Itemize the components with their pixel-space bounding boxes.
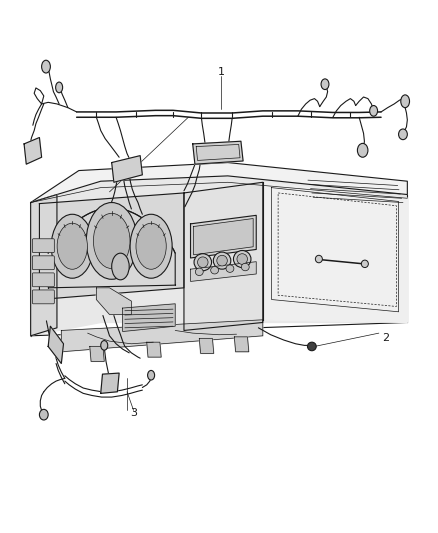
Ellipse shape bbox=[217, 255, 227, 266]
Ellipse shape bbox=[361, 260, 368, 268]
Ellipse shape bbox=[195, 268, 203, 276]
Polygon shape bbox=[31, 163, 407, 203]
Ellipse shape bbox=[357, 143, 368, 157]
Polygon shape bbox=[24, 138, 42, 164]
Polygon shape bbox=[234, 337, 249, 352]
Ellipse shape bbox=[51, 214, 93, 278]
Polygon shape bbox=[112, 156, 142, 182]
Ellipse shape bbox=[56, 82, 63, 93]
FancyBboxPatch shape bbox=[32, 239, 54, 253]
FancyBboxPatch shape bbox=[32, 256, 54, 270]
Ellipse shape bbox=[130, 214, 172, 278]
Polygon shape bbox=[191, 262, 256, 281]
Ellipse shape bbox=[93, 213, 130, 269]
Ellipse shape bbox=[213, 252, 231, 269]
FancyBboxPatch shape bbox=[32, 290, 54, 304]
Polygon shape bbox=[147, 342, 161, 357]
Ellipse shape bbox=[211, 266, 219, 274]
Ellipse shape bbox=[198, 257, 208, 268]
Text: 1: 1 bbox=[218, 67, 225, 77]
Polygon shape bbox=[61, 320, 263, 352]
Ellipse shape bbox=[321, 79, 329, 90]
Ellipse shape bbox=[315, 255, 322, 263]
Ellipse shape bbox=[370, 106, 378, 116]
Text: 3: 3 bbox=[130, 408, 137, 418]
Polygon shape bbox=[39, 193, 184, 300]
Polygon shape bbox=[272, 188, 399, 312]
Polygon shape bbox=[263, 182, 407, 322]
Ellipse shape bbox=[194, 254, 212, 271]
Ellipse shape bbox=[401, 95, 410, 108]
Ellipse shape bbox=[86, 203, 137, 279]
Polygon shape bbox=[199, 338, 214, 353]
Polygon shape bbox=[123, 304, 175, 332]
Polygon shape bbox=[191, 215, 256, 258]
Ellipse shape bbox=[399, 129, 407, 140]
Ellipse shape bbox=[237, 254, 247, 264]
Ellipse shape bbox=[241, 263, 249, 271]
Ellipse shape bbox=[57, 223, 88, 269]
Ellipse shape bbox=[112, 253, 129, 280]
Polygon shape bbox=[96, 288, 131, 314]
Polygon shape bbox=[101, 373, 119, 393]
Ellipse shape bbox=[226, 265, 234, 272]
Polygon shape bbox=[48, 326, 64, 364]
Polygon shape bbox=[184, 182, 263, 330]
Text: 2: 2 bbox=[382, 334, 389, 343]
Ellipse shape bbox=[307, 342, 316, 351]
Ellipse shape bbox=[42, 60, 50, 73]
FancyBboxPatch shape bbox=[32, 273, 54, 287]
Polygon shape bbox=[31, 195, 57, 336]
Ellipse shape bbox=[148, 370, 155, 380]
Polygon shape bbox=[90, 346, 104, 361]
Ellipse shape bbox=[101, 341, 108, 350]
Ellipse shape bbox=[136, 223, 166, 269]
Ellipse shape bbox=[39, 409, 48, 420]
Ellipse shape bbox=[233, 251, 251, 268]
Polygon shape bbox=[31, 176, 407, 336]
Polygon shape bbox=[194, 219, 253, 255]
Polygon shape bbox=[193, 141, 243, 164]
